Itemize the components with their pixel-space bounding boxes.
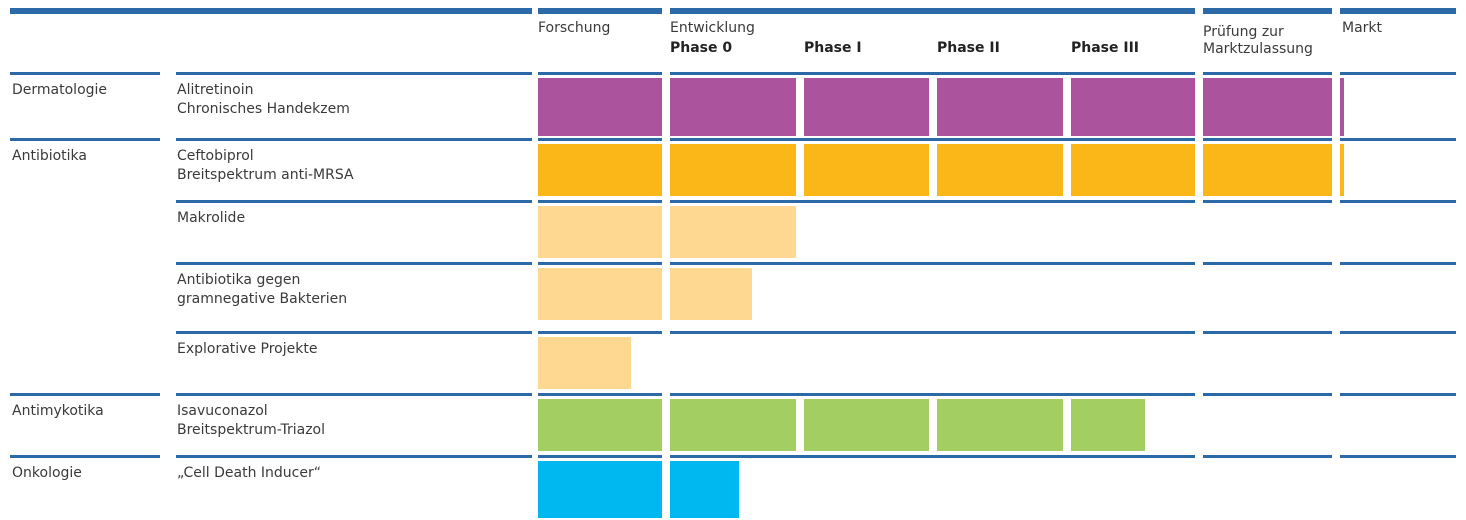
stage-approval-label: Prüfung zur Marktzulassung [1203, 24, 1313, 57]
progress-bar-segment [804, 78, 929, 136]
row-rule [1340, 331, 1456, 334]
therapeutic-area-label: Onkologie [12, 465, 82, 481]
progress-bar-segment [538, 78, 662, 136]
row-rule [176, 331, 532, 334]
compound-description: Breitspektrum-Triazol [177, 422, 325, 438]
row-rule [1203, 72, 1332, 75]
header-rule-approval [1203, 8, 1332, 14]
progress-bar-segment [670, 144, 796, 196]
row-rule [176, 455, 532, 458]
row-rule [538, 200, 662, 203]
row-rule [538, 72, 662, 75]
header-rule-research [538, 8, 662, 14]
compound-name: Isavuconazol [177, 403, 268, 419]
stage-market-label: Markt [1342, 20, 1383, 36]
progress-bar-segment [538, 399, 662, 451]
compound-name: „Cell Death Inducer“ [177, 465, 321, 481]
progress-bar-segment [804, 399, 929, 451]
row-rule [670, 331, 1195, 334]
row-rule [670, 262, 1195, 265]
row-rule [538, 262, 662, 265]
row-rule [670, 138, 1195, 141]
therapeutic-area-label: Antimykotika [12, 403, 104, 419]
phase-2-label: Phase II [937, 40, 1000, 56]
compound-name: Ceftobiprol [177, 148, 254, 164]
progress-bar-segment [804, 144, 929, 196]
row-rule [538, 455, 662, 458]
therapeutic-area-label: Antibiotika [12, 148, 87, 164]
stage-development-label: Entwicklung [670, 20, 755, 36]
progress-bar-segment [670, 206, 796, 258]
row-rule [176, 262, 532, 265]
row-rule [1203, 455, 1332, 458]
compound-description: Breitspektrum anti-MRSA [177, 167, 354, 183]
progress-bar-segment [937, 78, 1063, 136]
progress-bar-segment [1071, 399, 1145, 451]
progress-bar-segment [1071, 144, 1195, 196]
phase-3-label: Phase III [1071, 40, 1140, 56]
row-rule [10, 455, 160, 458]
progress-bar-segment [1203, 144, 1332, 196]
progress-bar-segment [1340, 78, 1344, 136]
row-rule [1340, 393, 1456, 396]
row-rule [1340, 138, 1456, 141]
row-rule [1340, 455, 1456, 458]
progress-bar-segment [670, 461, 739, 518]
row-rule [1203, 393, 1332, 396]
header-rule-development [670, 8, 1195, 14]
progress-bar-segment [670, 78, 796, 136]
stage-research-label: Forschung [538, 20, 611, 36]
compound-description: Chronisches Handekzem [177, 101, 350, 117]
row-rule [10, 72, 160, 75]
row-rule [176, 393, 532, 396]
compound-name: Makrolide [177, 210, 246, 226]
row-rule [538, 138, 662, 141]
progress-bar-segment [538, 337, 631, 389]
row-rule [670, 393, 1195, 396]
row-rule [1340, 200, 1456, 203]
row-rule [1203, 138, 1332, 141]
progress-bar-segment [538, 268, 662, 320]
compound-name: Explorative Projekte [177, 341, 318, 357]
progress-bar-segment [670, 268, 752, 320]
progress-bar-segment [538, 206, 662, 258]
therapeutic-area-label: Dermatologie [12, 82, 108, 98]
row-rule [1340, 72, 1456, 75]
progress-bar-segment [538, 461, 662, 518]
progress-bar-segment [1203, 78, 1332, 136]
row-rule [670, 455, 1195, 458]
progress-bar-segment [1340, 144, 1344, 196]
row-rule [176, 72, 532, 75]
row-rule [538, 393, 662, 396]
header-rule-market [1340, 8, 1456, 14]
compound-description: gramnegative Bakterien [177, 291, 348, 307]
progress-bar-segment [1071, 78, 1195, 136]
compound-name: Antibiotika gegen [177, 272, 301, 288]
progress-bar-segment [937, 399, 1063, 451]
progress-bar-segment [538, 144, 662, 196]
phase-1-label: Phase I [804, 40, 862, 56]
phase-0-label: Phase 0 [670, 40, 733, 56]
progress-bar-segment [937, 144, 1063, 196]
compound-name: Alitretinoin [177, 82, 254, 98]
row-rule [10, 393, 160, 396]
progress-bar-segment [670, 399, 796, 451]
row-rule [1203, 331, 1332, 334]
header-rule-left [10, 8, 532, 14]
row-rule [670, 200, 1195, 203]
row-rule [176, 138, 532, 141]
row-rule [1203, 200, 1332, 203]
row-rule [670, 72, 1195, 75]
row-rule [176, 200, 532, 203]
row-rule [1203, 262, 1332, 265]
row-rule [538, 331, 662, 334]
row-rule [1340, 262, 1456, 265]
row-rule [10, 138, 160, 141]
